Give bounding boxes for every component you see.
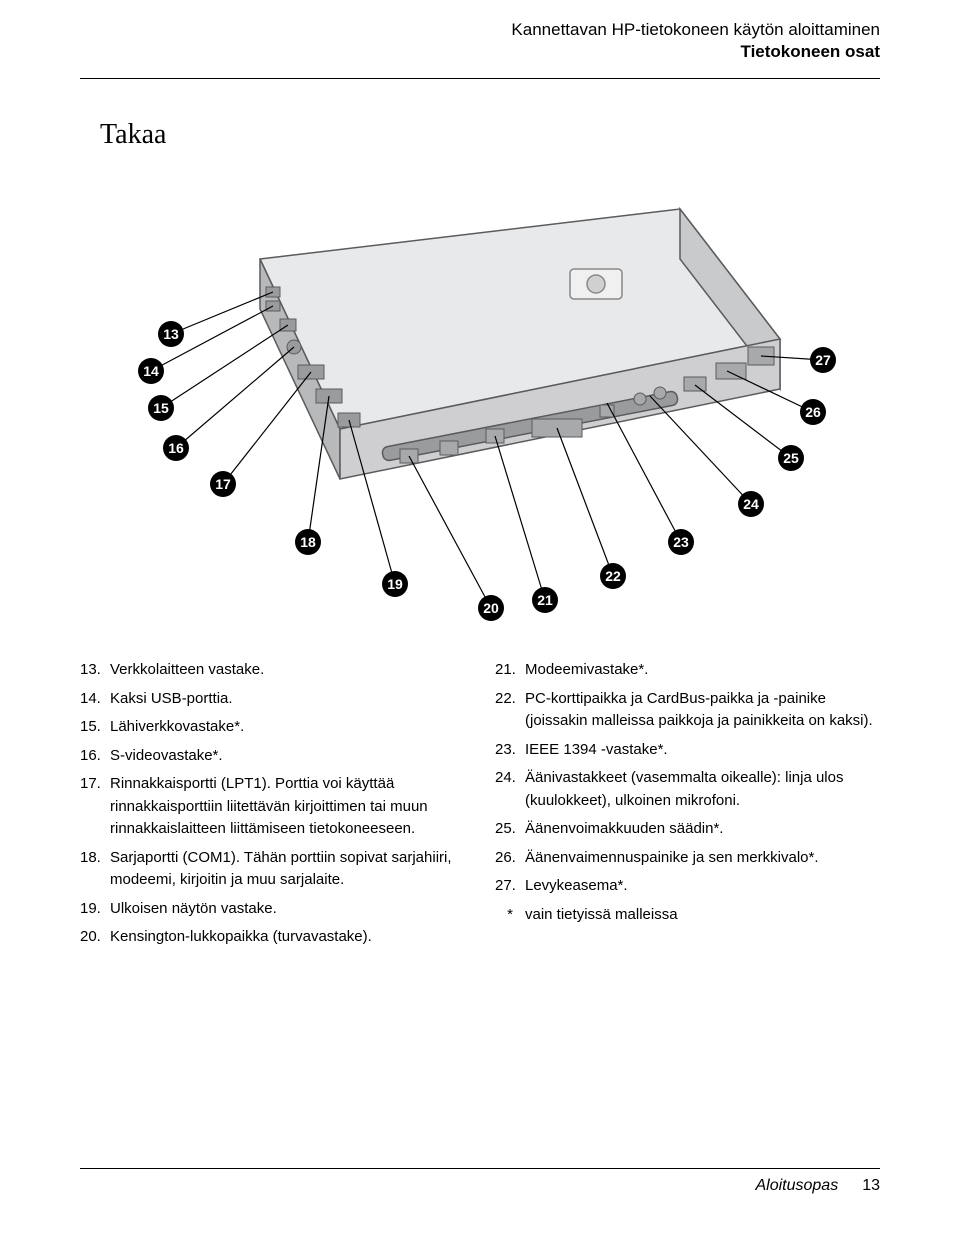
column-right: 21.Modeemivastake*.22.PC-korttipaikka ja… — [495, 659, 880, 955]
item-text: Äänenvoimakkuuden säädin*. — [525, 818, 880, 841]
footnote-mark: * — [495, 904, 525, 927]
item-number: 16. — [80, 745, 110, 768]
list-item: 24.Äänivastakkeet (vasemmalta oikealle):… — [495, 767, 880, 812]
item-text: PC-korttipaikka ja CardBus-paikka ja -pa… — [525, 688, 880, 733]
item-number: 22. — [495, 688, 525, 733]
header-subtitle: Tietokoneen osat — [80, 42, 880, 62]
list-item: 14.Kaksi USB-porttia. — [80, 688, 465, 711]
footnote-text: vain tietyissä malleissa — [525, 904, 880, 927]
list-item: 13.Verkkolaitteen vastake. — [80, 659, 465, 682]
header-title: Kannettavan HP-tietokoneen käytön aloitt… — [80, 20, 880, 40]
footer-label: Aloitusopas — [755, 1177, 838, 1195]
list-item: 21.Modeemivastake*. — [495, 659, 880, 682]
list-item: 22.PC-korttipaikka ja CardBus-paikka ja … — [495, 688, 880, 733]
item-number: 27. — [495, 875, 525, 898]
item-text: Kensington-lukkopaikka (turvavastake). — [110, 926, 465, 949]
item-text: S-videovastake*. — [110, 745, 465, 768]
page-footer: Aloitusopas 13 — [80, 1168, 880, 1195]
list-item: 26.Äänenvaimennuspainike ja sen merkkiva… — [495, 847, 880, 870]
item-number: 23. — [495, 739, 525, 762]
callout-19: 19 — [382, 571, 408, 597]
callout-14: 14 — [138, 358, 164, 384]
item-text: Lähiverkkovastake*. — [110, 716, 465, 739]
list-item: 25.Äänenvoimakkuuden säädin*. — [495, 818, 880, 841]
item-number: 20. — [80, 926, 110, 949]
callout-22: 22 — [600, 563, 626, 589]
list-item: 16.S-videovastake*. — [80, 745, 465, 768]
item-text: Rinnakkaisportti (LPT1). Porttia voi käy… — [110, 773, 465, 841]
item-number: 21. — [495, 659, 525, 682]
footnote: *vain tietyissä malleissa — [495, 904, 880, 927]
item-text: IEEE 1394 -vastake*. — [525, 739, 880, 762]
column-left: 13.Verkkolaitteen vastake.14.Kaksi USB-p… — [80, 659, 465, 955]
callout-17: 17 — [210, 471, 236, 497]
callout-26: 26 — [800, 399, 826, 425]
item-text: Ulkoisen näytön vastake. — [110, 898, 465, 921]
list-item: 20.Kensington-lukkopaikka (turvavastake)… — [80, 926, 465, 949]
item-number: 14. — [80, 688, 110, 711]
item-text: Modeemivastake*. — [525, 659, 880, 682]
footer-page: 13 — [862, 1177, 880, 1195]
item-number: 26. — [495, 847, 525, 870]
item-number: 17. — [80, 773, 110, 841]
page-header: Kannettavan HP-tietokoneen käytön aloitt… — [0, 0, 960, 70]
callout-23: 23 — [668, 529, 694, 555]
item-text: Äänivastakkeet (vasemmalta oikealle): li… — [525, 767, 880, 812]
item-number: 24. — [495, 767, 525, 812]
item-columns: 13.Verkkolaitteen vastake.14.Kaksi USB-p… — [0, 629, 960, 955]
callout-18: 18 — [295, 529, 321, 555]
callout-21: 21 — [532, 587, 558, 613]
diagram: Takaa — [80, 109, 880, 629]
list-item: 17.Rinnakkaisportti (LPT1). Porttia voi … — [80, 773, 465, 841]
header-rule — [80, 78, 880, 79]
item-number: 18. — [80, 847, 110, 892]
callout-27: 27 — [810, 347, 836, 373]
callout-24: 24 — [738, 491, 764, 517]
callout-20: 20 — [478, 595, 504, 621]
callout-16: 16 — [163, 435, 189, 461]
list-item: 18.Sarjaportti (COM1). Tähän porttiin so… — [80, 847, 465, 892]
item-text: Verkkolaitteen vastake. — [110, 659, 465, 682]
item-text: Sarjaportti (COM1). Tähän porttiin sopiv… — [110, 847, 465, 892]
list-item: 19.Ulkoisen näytön vastake. — [80, 898, 465, 921]
item-number: 13. — [80, 659, 110, 682]
callout-15: 15 — [148, 395, 174, 421]
item-text: Levykeasema*. — [525, 875, 880, 898]
list-item: 23.IEEE 1394 -vastake*. — [495, 739, 880, 762]
item-text: Kaksi USB-porttia. — [110, 688, 465, 711]
item-number: 19. — [80, 898, 110, 921]
callout-25: 25 — [778, 445, 804, 471]
callout-13: 13 — [158, 321, 184, 347]
list-item: 27.Levykeasema*. — [495, 875, 880, 898]
laptop-illustration — [80, 109, 880, 629]
footer-rule — [80, 1168, 880, 1169]
item-number: 15. — [80, 716, 110, 739]
item-number: 25. — [495, 818, 525, 841]
item-text: Äänenvaimennuspainike ja sen merkkivalo*… — [525, 847, 880, 870]
list-item: 15.Lähiverkkovastake*. — [80, 716, 465, 739]
